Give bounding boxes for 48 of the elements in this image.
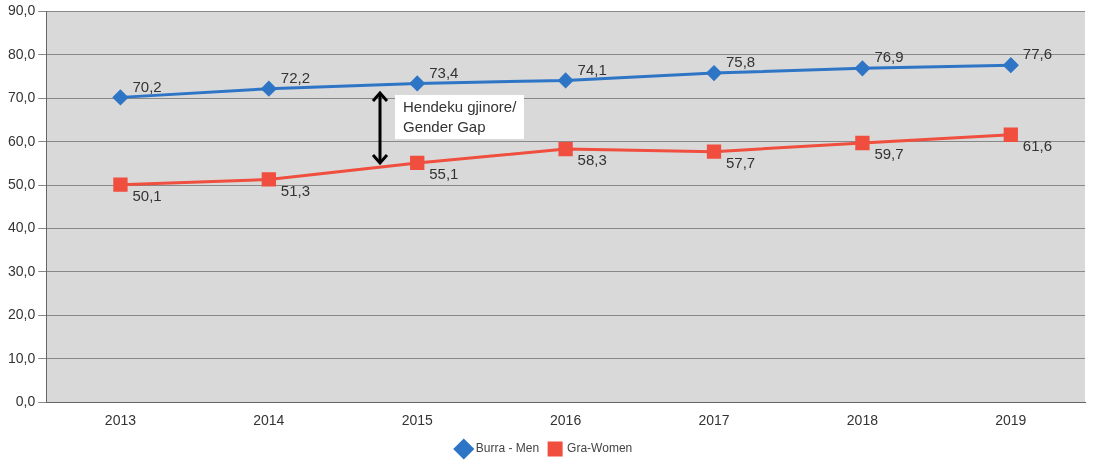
legend-label: Gra-Women (567, 441, 633, 456)
point (1003, 127, 1018, 142)
x-tick-label: 2018 (846, 412, 879, 429)
data-label: 73,4 (429, 63, 459, 81)
y-tick-label: 30,0 (8, 262, 36, 279)
point (854, 60, 870, 76)
point (261, 172, 276, 187)
x-tick-label: 2014 (253, 412, 285, 429)
y-tick-label: 80,0 (8, 45, 36, 62)
x-tick-label: 2017 (698, 412, 730, 429)
point (558, 72, 574, 88)
point (410, 155, 425, 171)
data-label: 50,1 (132, 186, 162, 204)
data-label: 75,8 (726, 53, 756, 71)
point (855, 135, 870, 151)
y-tick-label: 10,0 (8, 349, 36, 366)
x-tick-label: 2016 (550, 412, 582, 429)
point (261, 81, 277, 97)
x-tick-label: 2013 (104, 412, 137, 429)
point (409, 75, 425, 91)
point (1003, 57, 1019, 73)
legend-label: Burra - Men (475, 441, 540, 456)
data-label: 59,7 (874, 145, 904, 163)
x-tick-label: 2015 (401, 412, 434, 429)
y-tick-label: 40,0 (8, 219, 36, 236)
data-label: 58,3 (577, 151, 607, 169)
data-label: 51,3 (280, 181, 311, 199)
y-tick-label: 70,0 (8, 89, 36, 106)
y-tick-label: 60,0 (8, 132, 36, 149)
data-label: 76,9 (874, 48, 904, 66)
y-tick-label: 0,0 (15, 393, 36, 410)
data-label: 74,1 (577, 60, 607, 78)
point (706, 65, 722, 81)
data-label: 70,2 (132, 77, 162, 95)
x-tick-label: 2019 (995, 412, 1027, 429)
point (112, 89, 128, 105)
point (113, 177, 128, 192)
data-label: 72,2 (280, 68, 311, 86)
y-tick-label: 90,0 (8, 2, 36, 19)
note-box: Hendeku gjinore/ Gender Gap (394, 95, 525, 140)
data-label: 57,7 (726, 153, 756, 171)
y-tick-label: 50,0 (8, 175, 36, 192)
point (706, 144, 722, 159)
data-label: 77,6 (1022, 45, 1053, 63)
data-label: 55,1 (429, 165, 459, 183)
data-label: 61,6 (1022, 136, 1053, 154)
point (558, 141, 573, 157)
y-tick-label: 20,0 (8, 306, 36, 323)
